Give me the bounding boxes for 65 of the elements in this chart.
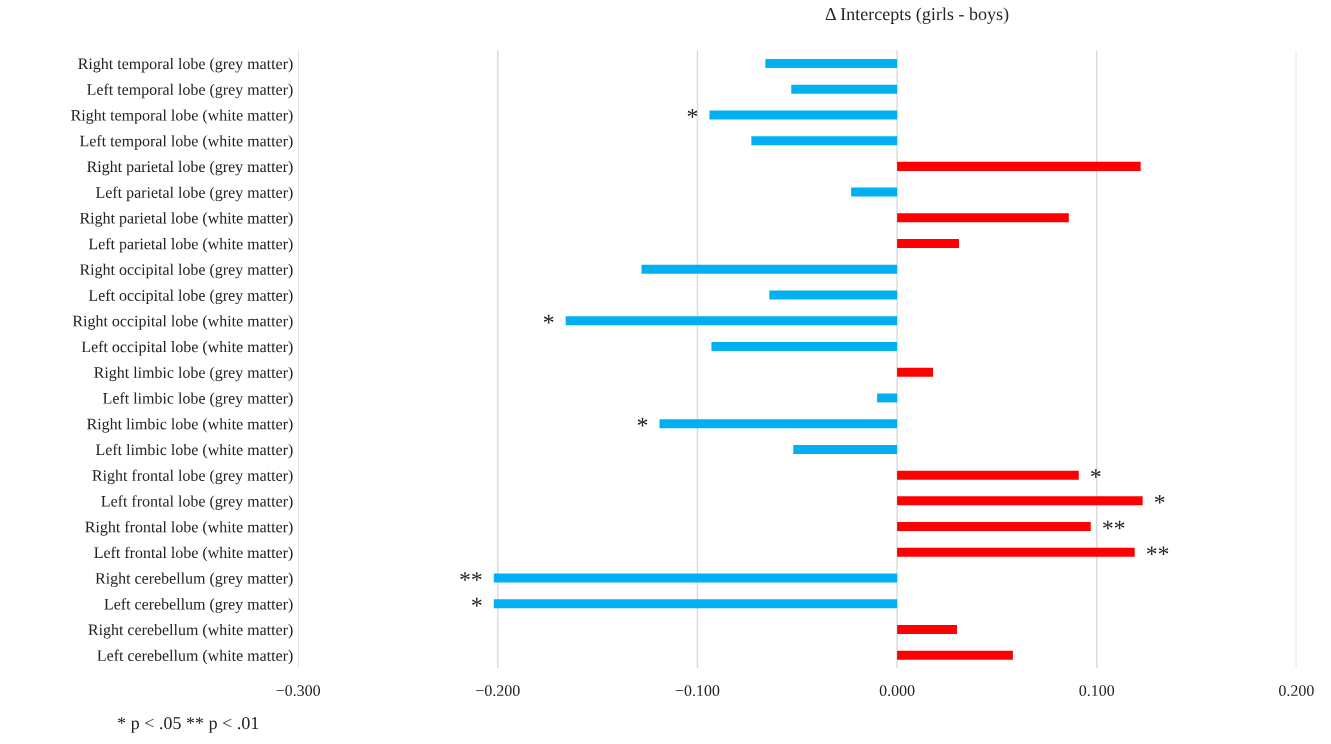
chart-title: Δ Intercepts (girls - boys) <box>825 7 1009 24</box>
y-tick-label: Right cerebellum (white matter) <box>88 623 293 639</box>
bar <box>565 316 898 326</box>
bar <box>897 213 1069 223</box>
bar <box>897 547 1135 557</box>
x-tick-label: 0.100 <box>1079 685 1115 697</box>
annotation: ** <box>1103 520 1125 530</box>
bar <box>659 419 898 429</box>
bar <box>493 573 898 583</box>
y-tick-label: Left temporal lobe (white matter) <box>79 135 293 150</box>
annotation: * <box>637 417 648 427</box>
bar <box>851 187 898 197</box>
y-tick-label: Left cerebellum (white matter) <box>97 649 293 665</box>
bar <box>709 110 898 120</box>
annotation: * <box>687 108 698 118</box>
bar <box>897 625 957 635</box>
x-tick-label: 0.000 <box>879 685 915 697</box>
y-tick-label: Left occipital lobe (grey matter) <box>88 289 293 305</box>
y-tick-label: Left frontal lobe (white matter) <box>94 546 293 562</box>
bar <box>897 522 1091 532</box>
bar <box>769 290 898 300</box>
x-tick-label: −0.200 <box>476 685 520 697</box>
bar <box>751 136 898 146</box>
x-tick-label: −0.100 <box>675 685 720 697</box>
text: * p < .05 ** p < .01 <box>118 716 259 733</box>
y-tick-label: Right occipital lobe (white matter) <box>72 315 293 330</box>
annotation: * <box>1091 469 1101 478</box>
bar <box>897 367 934 377</box>
y-tick-label: Right temporal lobe (white matter) <box>71 109 293 124</box>
annotation: ** <box>460 572 482 581</box>
y-tick-label: Left temporal lobe (grey matter) <box>87 83 293 99</box>
bar <box>897 470 1079 480</box>
y-tick-label: Left frontal lobe (grey matter) <box>101 495 293 510</box>
y-tick-label: Right limbic lobe (grey matter) <box>94 366 293 382</box>
annotation: ** <box>1146 546 1169 556</box>
bar <box>897 496 1143 506</box>
annotation: * <box>543 314 554 324</box>
y-tick-label: Left cerebellum (grey matter) <box>104 598 293 613</box>
annotation: * <box>1154 494 1165 504</box>
annotation: * <box>472 597 482 607</box>
y-tick-label: Left parietal lobe (grey matter) <box>95 186 293 202</box>
y-tick-label: Right frontal lobe (grey matter) <box>92 469 293 485</box>
y-tick-label: Right occipital lobe (grey matter) <box>79 263 293 279</box>
bar <box>793 444 898 454</box>
y-tick-label: Right temporal lobe (grey matter) <box>78 57 293 73</box>
y-tick-label: Right parietal lobe (grey matter) <box>87 160 293 176</box>
y-tick-label: Left limbic lobe (white matter) <box>95 443 293 459</box>
y-tick-label: Left limbic lobe (grey matter) <box>103 392 293 408</box>
y-tick-label: Right parietal lobe (white matter) <box>79 212 293 227</box>
bar <box>765 58 898 68</box>
y-tick-label: Right cerebellum (grey matter) <box>95 572 293 588</box>
x-tick-label: 0.200 <box>1279 685 1314 697</box>
bar <box>493 599 898 609</box>
bar <box>877 393 898 403</box>
bar <box>897 650 1013 660</box>
y-tick-label: Left occipital lobe (white matter) <box>81 340 293 356</box>
bar <box>641 264 898 274</box>
y-tick-label: Right limbic lobe (white matter) <box>87 418 293 433</box>
bar <box>711 341 898 351</box>
y-tick-label: Left parietal lobe (white matter) <box>88 237 293 253</box>
y-tick-label: Right frontal lobe (white matter) <box>85 520 293 536</box>
x-tick-label: −0.300 <box>276 685 321 697</box>
bar <box>897 161 1141 171</box>
bar <box>897 239 959 249</box>
bar <box>791 84 898 94</box>
